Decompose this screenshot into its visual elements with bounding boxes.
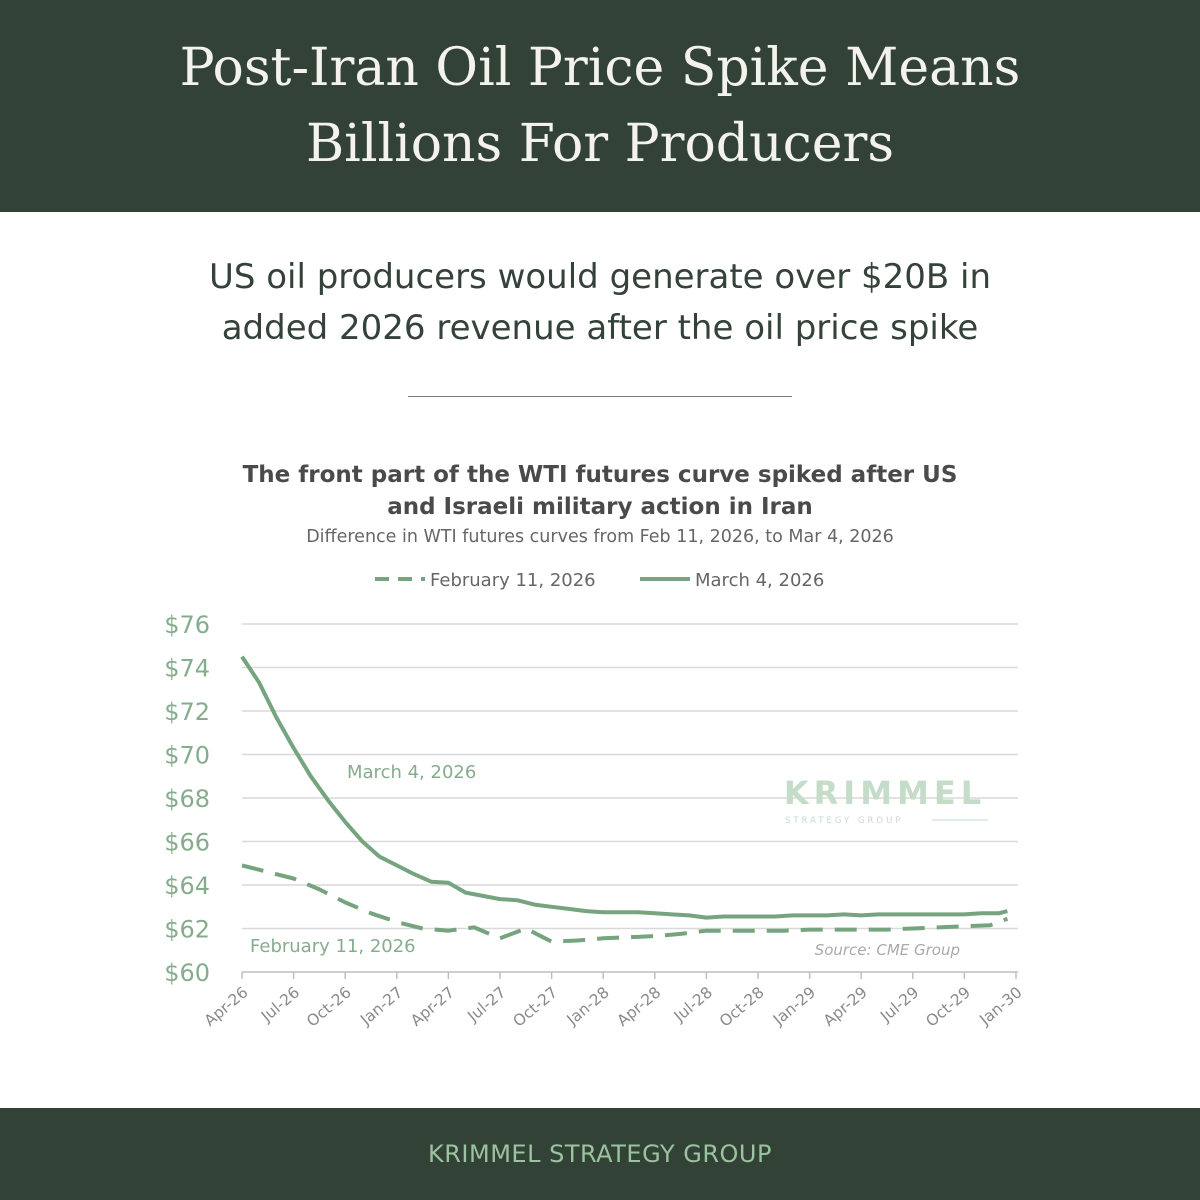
chart-legend: February 11, 2026 March 4, 2026 bbox=[375, 570, 824, 591]
legend-label-mar: March 4, 2026 bbox=[695, 570, 824, 591]
footer-label: KRIMMEL STRATEGY GROUP bbox=[428, 1140, 772, 1168]
x-axis: Apr-26 Jul-26 Oct-26 Jan-27 Apr-27 Jul-27 Oct-… bbox=[201, 971, 1026, 1031]
x-tick-label: Oct-27 bbox=[510, 983, 562, 1030]
x-tick-label: Jan-27 bbox=[356, 983, 406, 1029]
header-banner: Post-Iran Oil Price Spike Means Billions… bbox=[0, 0, 1200, 212]
subtitle-line-2: added 2026 revenue after the oil price s… bbox=[221, 308, 979, 348]
x-tick-label: Oct-28 bbox=[716, 983, 768, 1030]
x-tick-label: Apr-26 bbox=[201, 983, 252, 1030]
x-tick-label: Jul-29 bbox=[876, 983, 922, 1026]
wti-futures-chart: The front part of the WTI futures curve … bbox=[164, 462, 1026, 1031]
chart-gridlines bbox=[242, 623, 1018, 930]
subtitle-line-1: US oil producers would generate over $20… bbox=[208, 257, 992, 297]
x-tick-label: Apr-27 bbox=[407, 983, 458, 1030]
y-tick-label: $70 bbox=[164, 742, 210, 770]
legend-label-feb: February 11, 2026 bbox=[430, 570, 596, 591]
x-tick-label: Apr-28 bbox=[614, 983, 665, 1030]
x-tick-label: Jan-30 bbox=[976, 983, 1026, 1029]
watermark-name: KRIMMEL bbox=[784, 774, 986, 812]
x-tick-label: Apr-29 bbox=[820, 983, 871, 1030]
y-tick-label: $64 bbox=[164, 872, 210, 900]
page-title: Post-Iran Oil Price Spike Means Billions… bbox=[179, 38, 1021, 174]
series-line-february bbox=[241, 863, 1009, 944]
y-tick-label: $68 bbox=[164, 785, 210, 813]
y-tick-label: $74 bbox=[164, 655, 210, 683]
x-tick-label: Jul-28 bbox=[670, 983, 716, 1026]
page-subtitle: US oil producers would generate over $20… bbox=[0, 252, 1200, 354]
x-tick-label: Jan-28 bbox=[563, 983, 613, 1029]
x-tick-label: Jul-26 bbox=[257, 983, 303, 1026]
series-line-march bbox=[240, 655, 1008, 920]
x-tick-label: Jul-27 bbox=[464, 983, 510, 1026]
y-axis: $60 $62 $64 $66 $68 $70 $72 $74 $76 bbox=[164, 611, 210, 987]
annotation-march: March 4, 2026 bbox=[347, 762, 476, 783]
chart-series bbox=[240, 655, 1009, 944]
y-tick-label: $76 bbox=[164, 611, 210, 639]
annotation-february: February 11, 2026 bbox=[250, 936, 416, 957]
chart-title-line-2: and Israeli military action in Iran bbox=[387, 494, 813, 520]
y-tick-label: $62 bbox=[164, 916, 210, 944]
chart-watermark: KRIMMEL STRATEGY GROUP bbox=[784, 774, 988, 826]
chart-title-line-1: The front part of the WTI futures curve … bbox=[243, 462, 958, 488]
watermark-tagline: STRATEGY GROUP bbox=[785, 816, 903, 826]
footer-banner: KRIMMEL STRATEGY GROUP bbox=[0, 1108, 1200, 1200]
x-tick-label: Oct-29 bbox=[922, 983, 974, 1030]
y-tick-label: $66 bbox=[164, 829, 210, 857]
chart-source: Source: CME Group bbox=[815, 941, 960, 959]
x-tick-label: Jan-29 bbox=[769, 983, 819, 1029]
x-tick-label: Oct-26 bbox=[303, 983, 355, 1030]
y-tick-label: $72 bbox=[164, 698, 210, 726]
section-divider bbox=[408, 396, 792, 397]
y-tick-label: $60 bbox=[164, 959, 210, 987]
chart-subtitle: Difference in WTI futures curves from Fe… bbox=[306, 527, 894, 547]
